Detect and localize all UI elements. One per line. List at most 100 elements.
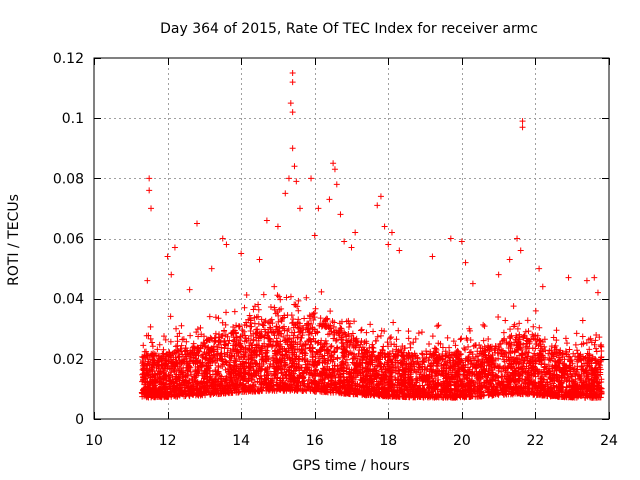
scatter-point xyxy=(465,343,472,350)
chart-title: Day 364 of 2015, Rate Of TEC Index for r… xyxy=(160,21,538,37)
scatter-point xyxy=(507,326,514,333)
scatter-point xyxy=(231,308,238,315)
scatter-point xyxy=(290,316,297,323)
scatter-point xyxy=(407,344,414,351)
scatter-point xyxy=(426,340,433,347)
scatter-point xyxy=(458,335,465,342)
scatter-point xyxy=(149,339,156,346)
scatter-point xyxy=(248,323,255,330)
scatter-point xyxy=(435,322,442,329)
scatter-point xyxy=(280,333,287,340)
scatter-point xyxy=(405,335,412,342)
scatter-point xyxy=(429,333,436,340)
scatter-point xyxy=(562,335,569,342)
scatter-point xyxy=(295,307,302,314)
scatter-point xyxy=(291,329,298,336)
scatter-point xyxy=(485,336,492,343)
scatter-point xyxy=(563,340,570,347)
scatter-point xyxy=(187,332,194,339)
scatter-point xyxy=(327,308,334,315)
scatter-point xyxy=(351,318,358,325)
scatter-point xyxy=(553,337,560,344)
scatter-point xyxy=(140,342,147,349)
scatter-point xyxy=(480,337,487,344)
scatter-point xyxy=(384,339,391,346)
scatter-point xyxy=(510,303,517,310)
scatter-point xyxy=(292,301,299,308)
scatter-point xyxy=(147,323,154,330)
scatter-point xyxy=(241,304,248,311)
scatter-point xyxy=(500,329,507,336)
scatter-point xyxy=(418,329,425,336)
scatter-point xyxy=(212,367,219,374)
scatter-point xyxy=(149,343,156,350)
scatter-point xyxy=(156,341,163,348)
scatter-point xyxy=(206,313,213,320)
scatter-point xyxy=(197,324,204,331)
scatter-point xyxy=(328,342,335,349)
scatter-point xyxy=(495,314,502,321)
scatter-point xyxy=(480,321,487,328)
scatter-point xyxy=(381,328,388,335)
scatter-point xyxy=(380,343,387,350)
scatter-point xyxy=(573,347,580,354)
scatter-point xyxy=(221,345,228,352)
scatter-point xyxy=(276,324,283,331)
scatter-point xyxy=(295,316,302,323)
scatter-point xyxy=(274,292,281,299)
scatter-point xyxy=(550,334,557,341)
scatter-point xyxy=(592,337,599,344)
scatter-point xyxy=(513,332,520,339)
scatter-point xyxy=(255,320,262,327)
scatter-point xyxy=(457,336,464,343)
scatter-point xyxy=(297,328,304,335)
scatter-point xyxy=(271,283,278,290)
scatter-point xyxy=(532,307,539,314)
scatter-point xyxy=(295,297,302,304)
scatter-point xyxy=(267,303,274,310)
scatter-point xyxy=(419,351,426,358)
scatter-point xyxy=(235,323,242,330)
scatter-point xyxy=(579,333,586,340)
scatter-point xyxy=(167,338,174,345)
scatter-point xyxy=(516,320,523,327)
scatter-point xyxy=(222,321,229,328)
scatter-point xyxy=(466,349,473,356)
scatter-point xyxy=(524,317,531,324)
scatter-point xyxy=(276,293,283,300)
scatter-point xyxy=(410,339,417,346)
scatter-point xyxy=(212,334,219,341)
scatter-point xyxy=(327,343,334,350)
scatter-point xyxy=(255,306,262,313)
scatter-point xyxy=(160,346,167,353)
scatter-point xyxy=(434,323,441,330)
scatter-point xyxy=(223,309,230,316)
scatter-point xyxy=(536,324,543,331)
scatter-point xyxy=(395,327,402,334)
scatter-point xyxy=(297,334,304,341)
scatter-point xyxy=(434,363,441,370)
data-points xyxy=(138,70,605,401)
scatter-point xyxy=(173,325,180,332)
scatter-point xyxy=(243,291,250,298)
scatter-point xyxy=(525,328,532,335)
scatter-point xyxy=(318,288,325,295)
scatter-point xyxy=(377,332,384,339)
scatter-point xyxy=(178,342,185,349)
scatter-point xyxy=(358,326,365,333)
scatter-point xyxy=(345,323,352,330)
scatter-point xyxy=(415,330,422,337)
scatter-point xyxy=(370,328,377,335)
scatter-point xyxy=(367,321,374,328)
scatter-point xyxy=(358,327,365,334)
scatter-point xyxy=(260,291,267,298)
scatter-point xyxy=(227,357,234,364)
scatter-point xyxy=(301,315,308,322)
scatter-point xyxy=(373,337,380,344)
scatter-point xyxy=(178,322,185,329)
scatter-point xyxy=(250,306,257,313)
scatter-point xyxy=(573,330,580,337)
scatter-point xyxy=(405,328,412,335)
scatter-point xyxy=(572,341,579,348)
